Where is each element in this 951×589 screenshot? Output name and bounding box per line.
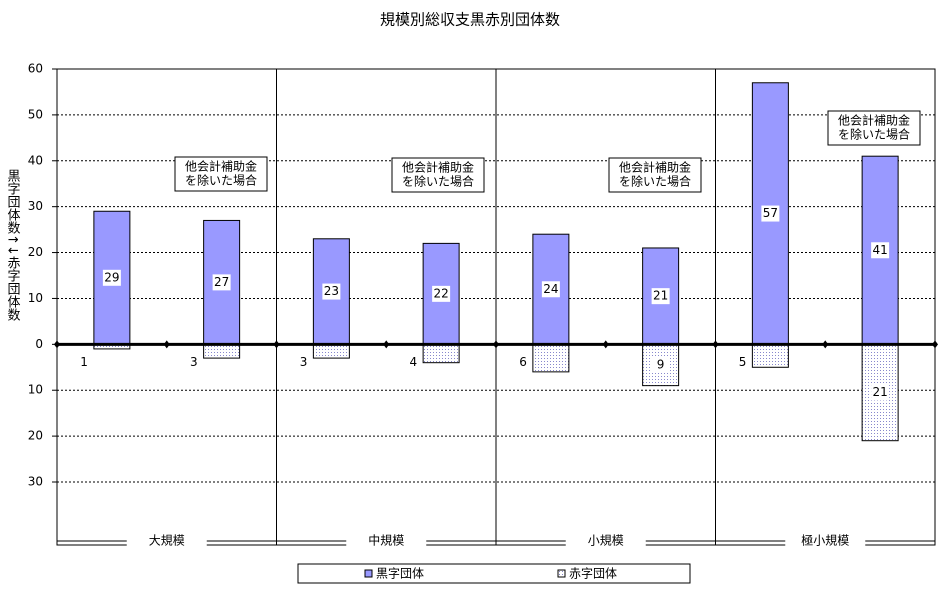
y-axis-label: 黒字団体数↑↓赤字団体数 <box>5 169 21 321</box>
data-label: 41 <box>872 243 887 257</box>
bar <box>751 343 789 368</box>
data-label-bg <box>761 205 780 222</box>
data-label: 22 <box>433 286 448 300</box>
bar <box>532 343 570 373</box>
data-label: 5 <box>739 355 747 369</box>
axis-marker <box>602 340 609 349</box>
group-label-bg <box>565 533 646 549</box>
data-label: 29 <box>104 270 119 284</box>
data-label: 24 <box>543 282 558 296</box>
axis-marker <box>54 340 60 349</box>
data-label: 21 <box>653 289 668 303</box>
data-label: 21 <box>872 385 887 399</box>
data-label-bg <box>212 274 231 291</box>
data-label-bg <box>651 288 670 305</box>
annotation-text: 他会計補助金 <box>838 113 910 128</box>
y-tick-label: 10 <box>28 383 43 397</box>
legend-label: 赤字団体 <box>569 566 617 581</box>
data-label-bg <box>102 269 121 286</box>
data-label: 3 <box>190 355 198 369</box>
y-tick-label: 50 <box>28 107 43 121</box>
chart-title: 規模別総収支黒赤別団体数 <box>380 11 560 29</box>
y-tick-label: 0 <box>35 337 43 351</box>
data-label-bg <box>871 384 890 401</box>
group-label: 極小規模 <box>801 533 849 548</box>
data-label-bg <box>651 356 670 373</box>
legend-label: 黒字団体 <box>376 566 424 581</box>
bar <box>422 343 460 364</box>
y-tick-label: 10 <box>28 291 43 305</box>
axis-marker <box>712 340 719 349</box>
axis-marker <box>493 340 499 349</box>
group-label: 中規模 <box>368 533 404 548</box>
axis-marker <box>273 340 280 349</box>
group-label-bg <box>785 533 866 549</box>
annotation-box <box>827 110 921 146</box>
y-tick-label: 30 <box>28 475 43 489</box>
annotation-text: 他会計補助金 <box>619 160 691 175</box>
data-label-bg <box>541 281 560 298</box>
group-label-bg <box>126 533 207 549</box>
y-tick-label: 60 <box>28 62 43 76</box>
y-tick-label: 30 <box>28 199 43 213</box>
data-label: 23 <box>324 284 339 298</box>
data-label: 4 <box>409 355 417 369</box>
annotation-box <box>391 157 485 193</box>
axis-marker <box>383 340 390 349</box>
data-label: 9 <box>657 357 665 371</box>
legend-box <box>297 563 691 584</box>
data-label-bg <box>322 283 341 300</box>
data-label: 3 <box>300 355 308 369</box>
y-tick-label: 20 <box>28 245 43 259</box>
annotation-box <box>608 157 702 193</box>
annotation-text: 他会計補助金 <box>402 160 474 175</box>
annotation-text: 他会計補助金 <box>185 159 257 174</box>
bar <box>312 343 350 359</box>
legend-swatch <box>364 569 373 578</box>
bar <box>203 343 241 359</box>
y-tick-label: 20 <box>28 429 43 443</box>
annotation-text: を除いた場合 <box>619 174 691 189</box>
data-label: 6 <box>519 355 527 369</box>
data-label-bg <box>432 285 451 302</box>
data-label: 1 <box>80 355 88 369</box>
axis-marker <box>932 340 938 349</box>
axis-marker <box>163 340 170 349</box>
annotation-box <box>174 156 268 192</box>
legend-swatch <box>557 569 566 578</box>
group-label-bg <box>346 533 427 549</box>
annotation-text: を除いた場合 <box>402 174 474 189</box>
y-tick-label: 40 <box>28 153 43 167</box>
annotation-text: を除いた場合 <box>185 173 257 188</box>
group-label: 大規模 <box>149 533 185 548</box>
annotation-text: を除いた場合 <box>838 127 910 142</box>
data-label-bg <box>871 242 890 259</box>
data-label: 27 <box>214 275 229 289</box>
group-label: 小規模 <box>588 533 624 548</box>
data-label: 57 <box>763 206 778 220</box>
axis-marker <box>822 340 829 349</box>
